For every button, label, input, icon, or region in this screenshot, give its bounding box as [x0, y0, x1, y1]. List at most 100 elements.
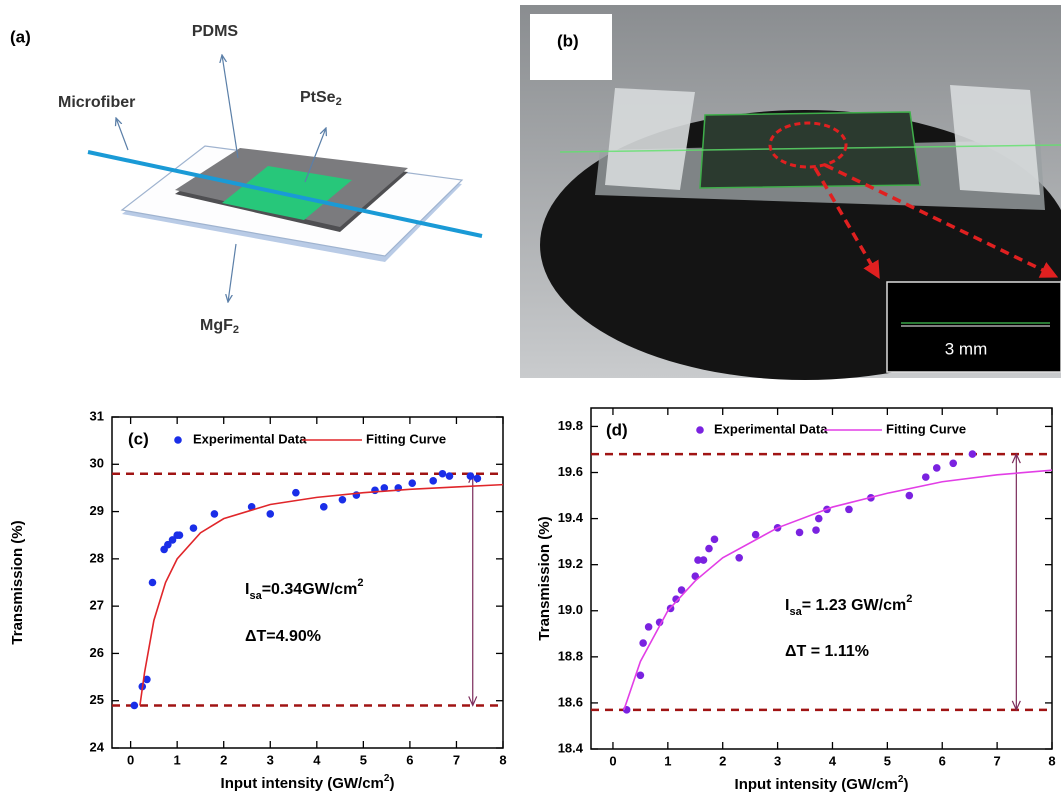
axis-title-part: Input intensity (GW/cm: [221, 775, 384, 792]
x-tick-label: 8: [1048, 753, 1055, 768]
label-sub: 2: [233, 324, 239, 336]
x-tick-label: 2: [719, 753, 726, 768]
data-point: [645, 623, 653, 631]
label-sub: 2: [336, 96, 342, 108]
panel-a: (a) PDMS Microfiber PtSe2 MgF2: [10, 23, 482, 336]
label-mgf2: MgF2: [200, 317, 239, 336]
data-point: [211, 510, 219, 518]
axis-title-part: Input intensity (GW/cm: [735, 776, 898, 793]
x-tick-label: 0: [609, 753, 616, 768]
y-tick-label: 29: [90, 503, 104, 518]
annotation-part: sa: [249, 590, 262, 602]
y-tick-label: 18.6: [558, 694, 583, 709]
data-point: [637, 671, 645, 679]
panel-label: (c): [128, 429, 149, 448]
data-point: [700, 556, 708, 564]
data-point: [149, 579, 157, 587]
annotation: ΔT = 1.11%: [785, 643, 869, 660]
label-microfiber: Microfiber: [58, 94, 135, 111]
data-point: [446, 472, 454, 480]
holder: [605, 88, 695, 190]
x-tick-label: 4: [313, 752, 321, 767]
data-point: [933, 464, 941, 472]
data-point: [815, 515, 823, 523]
data-point: [439, 470, 447, 478]
label-ptse2: PtSe2: [300, 89, 342, 108]
axis-title-part: ): [903, 776, 908, 793]
data-point: [711, 536, 719, 544]
x-tick-label: 8: [499, 752, 506, 767]
data-point: [922, 473, 930, 481]
annotation-part: =0.34GW/cm: [262, 581, 358, 598]
data-point: [639, 639, 647, 647]
figure: (a) PDMS Microfiber PtSe2 MgF2 (b) 3 mm …: [0, 0, 1061, 796]
y-tick-label: 19.0: [558, 602, 583, 617]
x-tick-label: 2: [220, 752, 227, 767]
annotation: Isa=0.34GW/cm2: [245, 577, 363, 602]
y-axis-title: Transmission (%): [536, 516, 553, 640]
y-tick-label: 24: [90, 739, 105, 754]
data-point: [266, 510, 274, 518]
panel-label: (b): [557, 31, 579, 50]
y-tick-label: 18.8: [558, 648, 583, 663]
x-tick-label: 4: [829, 753, 837, 768]
y-tick-label: 30: [90, 456, 104, 471]
arrow: [222, 55, 238, 158]
x-tick-label: 1: [664, 753, 671, 768]
x-tick-label: 3: [267, 752, 274, 767]
holder: [950, 85, 1040, 195]
legend-label: Fitting Curve: [886, 421, 966, 436]
legend-label: Experimental Data: [193, 431, 307, 446]
data-point: [474, 475, 482, 483]
chart: 0123456782425262728293031Input intensity…: [9, 408, 507, 792]
legend-label: Experimental Data: [714, 421, 828, 436]
annotation-part: 2: [357, 577, 363, 589]
y-tick-label: 28: [90, 550, 104, 565]
data-point: [131, 702, 139, 710]
y-tick-label: 19.4: [558, 510, 584, 525]
x-tick-label: 5: [884, 753, 891, 768]
arrow: [116, 118, 128, 150]
axis-title-part: ): [389, 775, 394, 792]
annotation-part: 2: [906, 593, 912, 605]
label-pdms: PDMS: [192, 23, 239, 40]
panel-label: (d): [606, 420, 628, 439]
data-point: [735, 554, 743, 562]
data-point: [705, 545, 713, 553]
panel-b: (b) 3 mm: [520, 5, 1061, 380]
data-point: [812, 526, 820, 534]
data-point: [371, 486, 379, 494]
data-point: [467, 472, 475, 480]
x-tick-label: 6: [939, 753, 946, 768]
y-tick-label: 19.8: [558, 418, 583, 433]
legend-label: Fitting Curve: [366, 431, 446, 446]
annotation: ΔT=4.90%: [245, 628, 321, 645]
y-tick-label: 27: [90, 598, 104, 613]
data-point: [320, 503, 328, 511]
x-axis-title: Input intensity (GW/cm2): [221, 773, 395, 792]
x-tick-label: 5: [360, 752, 367, 767]
y-tick-label: 19.6: [558, 464, 583, 479]
x-tick-label: 7: [453, 752, 460, 767]
data-point: [292, 489, 300, 497]
y-axis-title: Transmission (%): [9, 520, 26, 644]
y-tick-label: 31: [90, 408, 104, 423]
scale-label: 3 mm: [945, 339, 988, 358]
annotation-part: sa: [789, 606, 802, 618]
x-tick-label: 7: [994, 753, 1001, 768]
legend-swatch: [696, 426, 704, 434]
plot-frame: [591, 408, 1052, 749]
fit-curve: [624, 470, 1052, 710]
arrow: [228, 244, 236, 302]
y-tick-label: 25: [90, 692, 104, 707]
inset: [887, 282, 1061, 372]
data-point: [906, 492, 914, 500]
y-tick-label: 19.2: [558, 556, 583, 571]
data-point: [796, 529, 804, 537]
data-point: [752, 531, 760, 539]
data-point: [845, 506, 853, 514]
y-tick-label: 18.4: [558, 740, 584, 755]
x-tick-label: 1: [174, 752, 181, 767]
x-tick-label: 0: [127, 752, 134, 767]
